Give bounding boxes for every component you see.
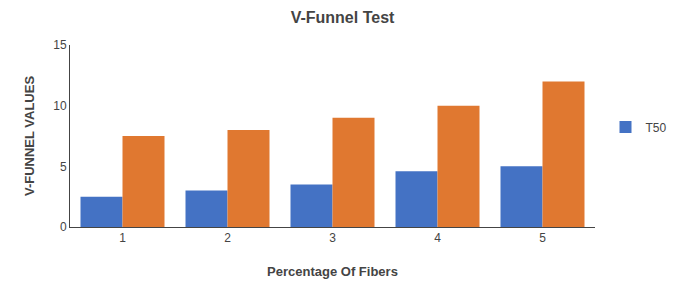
svg-text:0: 0 bbox=[60, 220, 67, 234]
svg-text:4: 4 bbox=[434, 231, 441, 245]
svg-text:15: 15 bbox=[53, 38, 67, 52]
svg-text:1: 1 bbox=[119, 231, 126, 245]
svg-text:5: 5 bbox=[60, 160, 67, 174]
svg-text:3: 3 bbox=[329, 231, 336, 245]
svg-text:T50: T50 bbox=[646, 121, 667, 135]
svg-text:V-Funnel Test: V-Funnel Test bbox=[291, 9, 395, 26]
svg-text:2: 2 bbox=[224, 231, 231, 245]
svg-text:5: 5 bbox=[539, 231, 546, 245]
svg-text:Percentage Of Fibers: Percentage Of Fibers bbox=[267, 264, 398, 279]
svg-text:V-FUNNEL VALUES: V-FUNNEL VALUES bbox=[22, 76, 37, 196]
svg-text:10: 10 bbox=[53, 99, 67, 113]
